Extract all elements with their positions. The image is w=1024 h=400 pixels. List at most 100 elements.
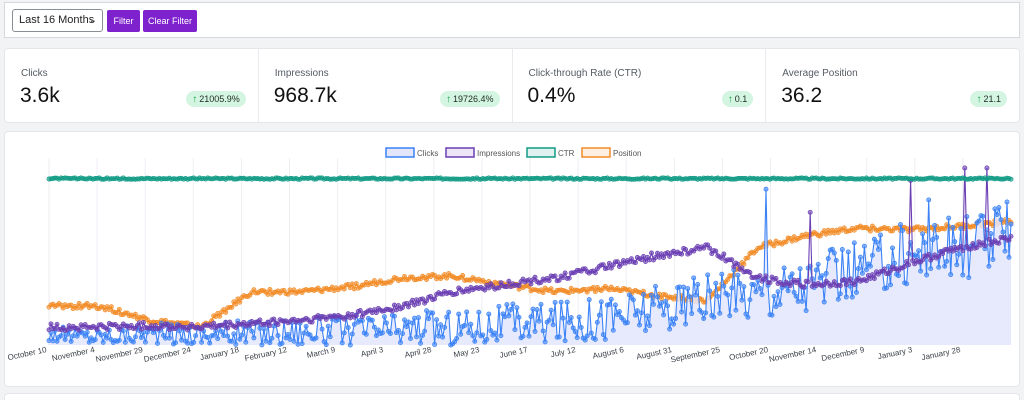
data-point	[514, 305, 520, 311]
data-point	[960, 221, 966, 227]
data-point	[717, 310, 723, 316]
data-point	[116, 306, 122, 312]
data-point	[996, 205, 1002, 211]
data-point	[319, 326, 325, 332]
data-point	[373, 310, 379, 316]
data-point	[369, 317, 375, 323]
data-point	[960, 272, 966, 278]
data-point	[773, 276, 779, 281]
data-point	[745, 314, 751, 320]
data-point	[659, 300, 664, 306]
data-point	[494, 337, 500, 343]
data-point	[247, 322, 253, 328]
data-point	[930, 237, 936, 243]
x-tick-label: October 20	[728, 345, 769, 362]
data-point	[177, 328, 182, 334]
data-point	[950, 248, 956, 254]
data-point	[237, 336, 243, 342]
data-point	[480, 332, 486, 338]
data-point	[966, 275, 972, 281]
data-point	[205, 335, 211, 340]
arrow-up-icon: ↑	[445, 94, 451, 105]
data-point	[721, 283, 727, 289]
data-point	[393, 307, 399, 313]
data-point	[400, 331, 405, 337]
filter-bar: Last 16 Months ⌄ Filter Clear Filter	[4, 2, 1020, 38]
data-point	[795, 277, 801, 283]
data-point	[267, 340, 273, 346]
data-point	[735, 261, 741, 267]
data-point	[462, 322, 468, 328]
data-point	[432, 342, 438, 347]
data-point	[243, 339, 249, 345]
data-point	[64, 327, 70, 333]
data-point	[683, 321, 689, 327]
data-point	[661, 255, 667, 260]
data-point	[486, 311, 492, 317]
data-point	[707, 288, 713, 294]
data-point	[936, 254, 942, 260]
data-point	[434, 317, 440, 323]
data-point	[353, 313, 359, 319]
data-point	[902, 264, 908, 269]
clear-filter-button[interactable]: Clear Filter	[143, 10, 197, 32]
data-point	[223, 319, 229, 325]
data-point	[831, 250, 837, 256]
data-point	[556, 277, 562, 283]
change-value: 21005.9%	[199, 94, 240, 104]
data-point	[898, 222, 903, 228]
data-point	[683, 247, 689, 252]
data-point	[231, 331, 237, 337]
data-point	[540, 328, 546, 334]
data-point	[1008, 221, 1014, 227]
data-point	[241, 319, 247, 325]
legend-swatch	[385, 147, 415, 158]
performance-chart: October 10 November 4 November 29 December …	[7, 147, 1014, 364]
data-point	[470, 333, 476, 339]
data-point	[701, 316, 707, 321]
data-point	[649, 292, 654, 298]
data-point	[916, 248, 922, 254]
data-point	[82, 333, 88, 339]
data-point	[831, 279, 837, 285]
data-point	[725, 276, 731, 282]
data-point	[725, 292, 731, 298]
data-point	[719, 271, 725, 277]
x-tick-label: April 28	[404, 345, 433, 360]
data-point	[932, 222, 938, 228]
x-tick-label: November 14	[768, 345, 817, 364]
stat-average-position: Average Position 36.2 ↑ 21.1	[766, 49, 1019, 122]
data-point	[568, 315, 574, 321]
data-point	[679, 251, 685, 257]
data-point	[167, 335, 172, 341]
filter-button[interactable]: Filter	[107, 10, 140, 32]
data-point	[92, 302, 98, 308]
series-impressions	[46, 165, 1014, 333]
data-point	[590, 284, 596, 290]
data-point	[928, 266, 934, 272]
data-point	[420, 332, 426, 338]
data-point	[229, 304, 235, 310]
data-point	[600, 262, 606, 268]
data-point	[940, 251, 946, 257]
data-point	[847, 276, 853, 282]
data-point	[534, 307, 540, 313]
data-point	[960, 248, 966, 254]
data-point	[522, 324, 528, 330]
data-point	[140, 320, 146, 325]
data-point	[552, 273, 558, 279]
date-range-select[interactable]: Last 16 Months ⌄	[12, 9, 103, 32]
change-badge: ↑ 21.1	[970, 91, 1007, 107]
data-point	[711, 314, 717, 320]
data-point	[349, 281, 355, 287]
data-point	[626, 287, 632, 293]
x-tick-label: January 28	[921, 345, 962, 362]
data-point	[138, 326, 144, 332]
data-point	[566, 290, 572, 296]
data-point	[120, 328, 126, 334]
data-point	[976, 218, 982, 224]
data-point	[506, 313, 512, 319]
data-point	[371, 278, 377, 284]
data-point	[630, 297, 636, 303]
data-point	[835, 230, 841, 235]
